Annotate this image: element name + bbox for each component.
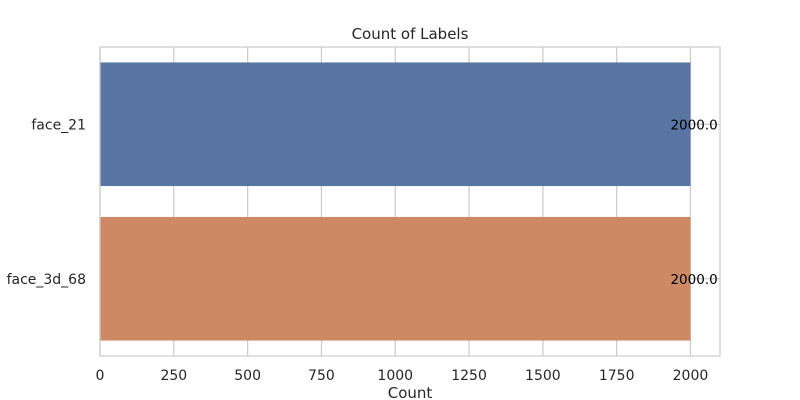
x-tick-label: 500 — [234, 368, 261, 384]
data-label: 2000.0 — [670, 117, 717, 133]
bar-face-3d-68 — [100, 216, 691, 341]
x-tick-label: 250 — [160, 368, 187, 384]
bars — [100, 62, 691, 341]
x-tick-label: 1250 — [451, 368, 487, 384]
x-tick-label: 0 — [96, 368, 105, 384]
bar-face-21 — [100, 62, 691, 187]
x-tick-labels: 0 250 500 750 1000 1250 1500 1750 2000 — [96, 368, 709, 384]
x-tick-label: 1750 — [599, 368, 635, 384]
x-tick-label: 1500 — [525, 368, 561, 384]
plot-frame — [99, 46, 721, 357]
x-axis-label: Count — [388, 384, 433, 400]
data-labels: 2000.0 2000.0 — [670, 117, 717, 288]
x-tick-label: 2000 — [673, 368, 709, 384]
x-tick-label: 1000 — [377, 368, 413, 384]
chart-title: Count of Labels — [352, 25, 469, 43]
x-tick-label: 750 — [308, 368, 335, 384]
data-label: 2000.0 — [670, 272, 717, 288]
y-tick-label: face_21 — [31, 117, 86, 133]
y-tick-labels: face_21 face_3d_68 — [7, 117, 86, 288]
y-tick-label: face_3d_68 — [7, 272, 86, 288]
